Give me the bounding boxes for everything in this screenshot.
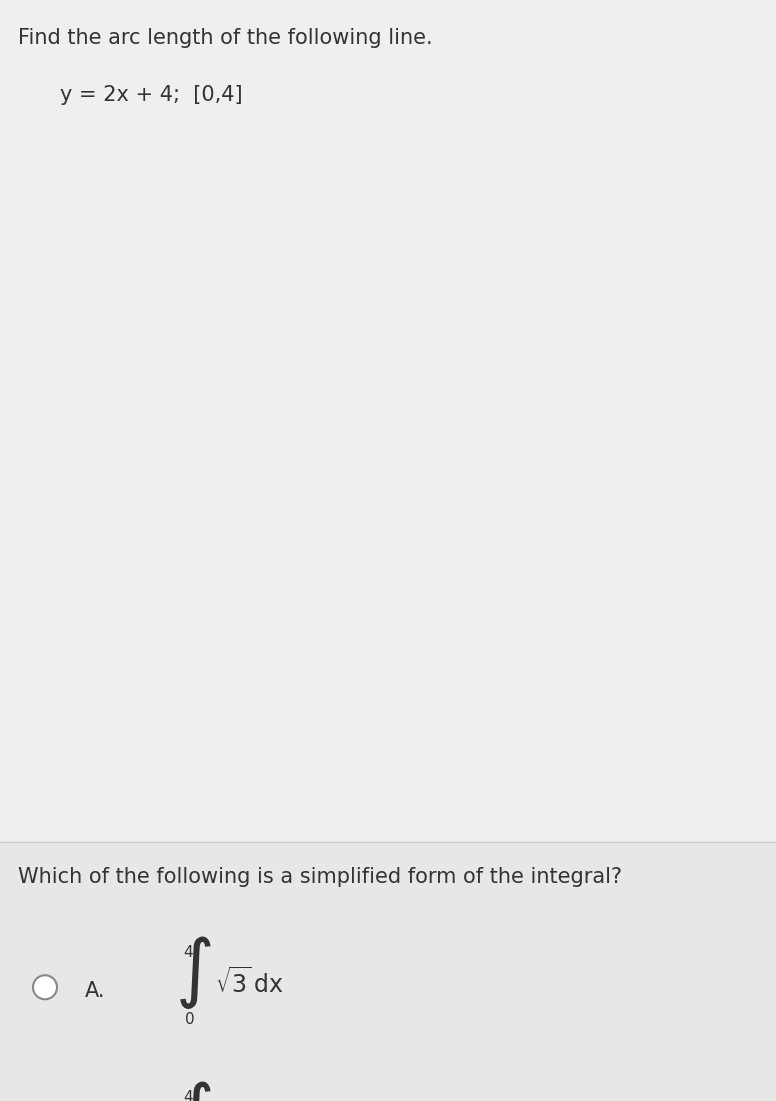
Text: $\int$: $\int$	[175, 1079, 212, 1101]
Circle shape	[33, 975, 57, 1000]
Text: 4: 4	[183, 946, 192, 960]
Text: Find the arc length of the following line.: Find the arc length of the following lin…	[18, 28, 433, 48]
Text: y = 2x + 4;  [0,4]: y = 2x + 4; [0,4]	[60, 85, 243, 105]
Text: A.: A.	[85, 981, 106, 1001]
Text: 0: 0	[185, 1012, 195, 1027]
Text: 4: 4	[183, 1090, 192, 1101]
FancyBboxPatch shape	[0, 0, 776, 842]
Text: $\sqrt{3}\,$dx: $\sqrt{3}\,$dx	[215, 967, 284, 998]
Text: Which of the following is a simplified form of the integral?: Which of the following is a simplified f…	[18, 868, 622, 887]
FancyBboxPatch shape	[0, 842, 776, 1101]
Text: $\int$: $\int$	[175, 934, 212, 1011]
